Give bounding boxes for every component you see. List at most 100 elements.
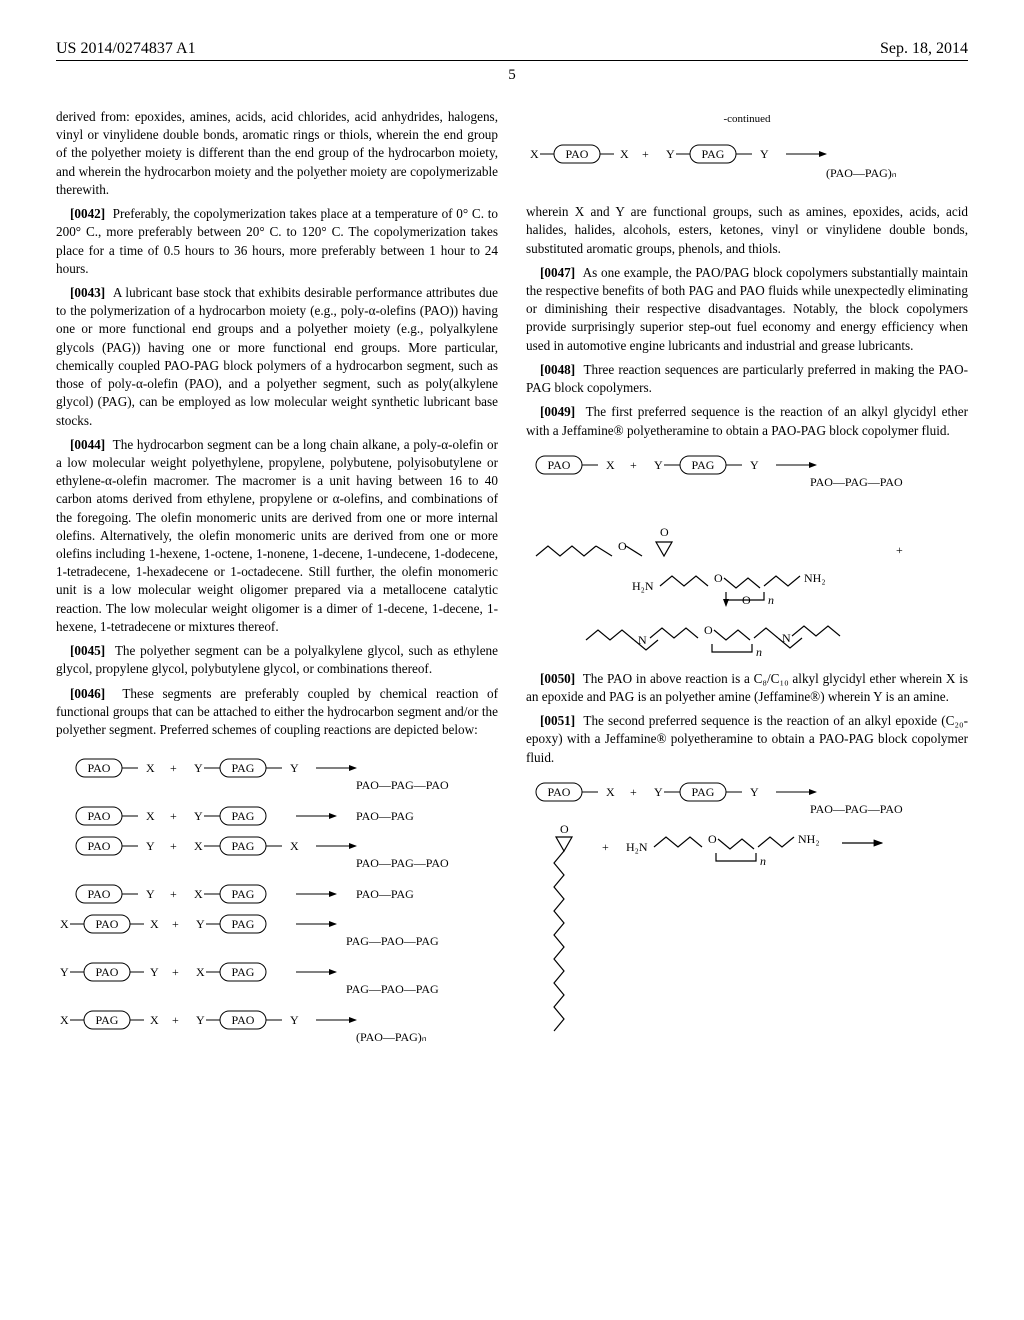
svg-text:Y: Y	[290, 1013, 299, 1027]
para-num: [0049]	[540, 404, 575, 419]
svg-text:X: X	[146, 761, 155, 775]
svg-text:X: X	[530, 147, 539, 161]
svg-text:PAO—PAG: PAO—PAG	[356, 887, 414, 901]
para-num: [0050]	[540, 671, 575, 686]
svg-text:PAO—PAG—PAO: PAO—PAG—PAO	[810, 802, 903, 816]
svg-text:X: X	[146, 809, 155, 823]
paragraph-0048: [0048] Three reaction sequences are part…	[526, 361, 968, 397]
svg-text:Y: Y	[666, 147, 675, 161]
para-num: [0051]	[540, 713, 575, 728]
svg-text:+: +	[170, 887, 177, 901]
svg-text:PAO: PAO	[88, 887, 111, 901]
svg-text:X: X	[290, 839, 299, 853]
paragraph-after-scheme: wherein X and Y are functional groups, s…	[526, 203, 968, 258]
svg-text:O: O	[560, 822, 569, 836]
left-column: derived from: epoxides, amines, acids, a…	[56, 108, 498, 1089]
svg-text:O: O	[618, 539, 627, 553]
svg-text:PAO: PAO	[88, 839, 111, 853]
para-text: A lubricant base stock that exhibits des…	[56, 285, 498, 428]
svg-text:+: +	[630, 785, 637, 799]
svg-text:X: X	[150, 917, 159, 931]
svg-text:+: +	[170, 761, 177, 775]
svg-text:O: O	[704, 623, 713, 637]
svg-text:NH₂: NH₂	[798, 832, 820, 846]
svg-text:+: +	[896, 543, 903, 557]
svg-text:H₂N: H₂N	[632, 579, 654, 593]
svg-text:Y: Y	[760, 147, 769, 161]
svg-text:+: +	[642, 147, 649, 161]
svg-text:PAG: PAG	[232, 917, 255, 931]
svg-text:PAG: PAG	[232, 887, 255, 901]
svg-text:(PAO—PAG)ₙ: (PAO—PAG)ₙ	[356, 1030, 427, 1044]
paragraph-0042: [0042] Preferably, the copolymerization …	[56, 205, 498, 278]
svg-text:Y: Y	[196, 917, 205, 931]
para-text: As one example, the PAO/PAG block copoly…	[526, 265, 968, 353]
paragraph-continuation: derived from: epoxides, amines, acids, a…	[56, 108, 498, 199]
para-text: These segments are preferably coupled by…	[56, 686, 498, 737]
svg-text:PAG: PAG	[232, 809, 255, 823]
continued-label: -continued	[526, 112, 968, 127]
svg-text:PAG: PAG	[232, 839, 255, 853]
svg-text:PAO: PAO	[88, 761, 111, 775]
svg-text:PAO: PAO	[548, 458, 571, 472]
svg-text:PAG: PAG	[692, 785, 715, 799]
paragraph-0046: [0046] These segments are preferably cou…	[56, 685, 498, 740]
svg-text:NH₂: NH₂	[804, 571, 826, 585]
para-num: [0047]	[540, 265, 575, 280]
svg-text:Y: Y	[60, 965, 69, 979]
para-text: The second preferred sequence is the rea…	[526, 713, 968, 764]
continued-scheme: X PAO X + Y PAG Y (PAO—PAG)ₙ	[526, 137, 968, 193]
svg-text:Y: Y	[194, 761, 203, 775]
svg-text:PAO: PAO	[96, 917, 119, 931]
svg-text:n: n	[768, 593, 774, 607]
para-text: Preferably, the copolymerization takes p…	[56, 206, 498, 276]
svg-text:O: O	[708, 832, 717, 846]
para-num: [0045]	[70, 643, 105, 658]
svg-text:PAG: PAG	[96, 1013, 119, 1027]
paragraph-0050: [0050] The PAO in above reaction is a C₈…	[526, 670, 968, 706]
svg-text:PAG: PAG	[692, 458, 715, 472]
svg-text:X: X	[194, 887, 203, 901]
svg-text:+: +	[170, 839, 177, 853]
svg-text:n: n	[756, 645, 762, 659]
svg-text:Y: Y	[194, 809, 203, 823]
svg-text:Y: Y	[146, 887, 155, 901]
reaction-sequence-1: PAO X + Y PAG Y PAO—PAG—PAO	[526, 450, 968, 660]
page-number: 5	[56, 67, 968, 84]
svg-text:PAG—PAO—PAG: PAG—PAO—PAG	[346, 982, 439, 996]
svg-text:PAG: PAG	[232, 761, 255, 775]
publication-number: US 2014/0274837 A1	[56, 40, 196, 58]
svg-text:n: n	[760, 854, 766, 868]
svg-text:X: X	[194, 839, 203, 853]
svg-text:+: +	[172, 1013, 179, 1027]
svg-text:+: +	[170, 809, 177, 823]
para-text: The first preferred sequence is the reac…	[526, 404, 968, 437]
para-text: The polyether segment can be a polyalkyl…	[56, 643, 498, 676]
svg-text:Y: Y	[146, 839, 155, 853]
svg-text:H₂N: H₂N	[626, 840, 648, 854]
paragraph-0047: [0047] As one example, the PAO/PAG block…	[526, 264, 968, 355]
para-num: [0044]	[70, 437, 105, 452]
svg-text:Y: Y	[290, 761, 299, 775]
svg-text:Y: Y	[150, 965, 159, 979]
svg-text:Y: Y	[654, 458, 663, 472]
svg-text:O: O	[714, 571, 723, 585]
publication-date: Sep. 18, 2014	[880, 40, 968, 58]
svg-text:Y: Y	[750, 785, 759, 799]
para-text: Three reaction sequences are particularl…	[526, 362, 968, 395]
svg-text:Y: Y	[196, 1013, 205, 1027]
svg-text:PAG—PAO—PAG: PAG—PAO—PAG	[346, 934, 439, 948]
svg-text:Y: Y	[750, 458, 759, 472]
svg-text:PAO—PAG—PAO: PAO—PAG—PAO	[356, 778, 449, 792]
para-num: [0048]	[540, 362, 575, 377]
para-text: The hydrocarbon segment can be a long ch…	[56, 437, 498, 634]
paragraph-0045: [0045] The polyether segment can be a po…	[56, 642, 498, 678]
svg-text:PAO: PAO	[232, 1013, 255, 1027]
svg-text:+: +	[172, 917, 179, 931]
para-num: [0042]	[70, 206, 105, 221]
svg-text:PAO: PAO	[566, 147, 589, 161]
para-num: [0046]	[70, 686, 105, 701]
svg-text:O: O	[660, 525, 669, 539]
svg-text:+: +	[172, 965, 179, 979]
right-column: -continued X PAO X + Y	[526, 108, 968, 1089]
